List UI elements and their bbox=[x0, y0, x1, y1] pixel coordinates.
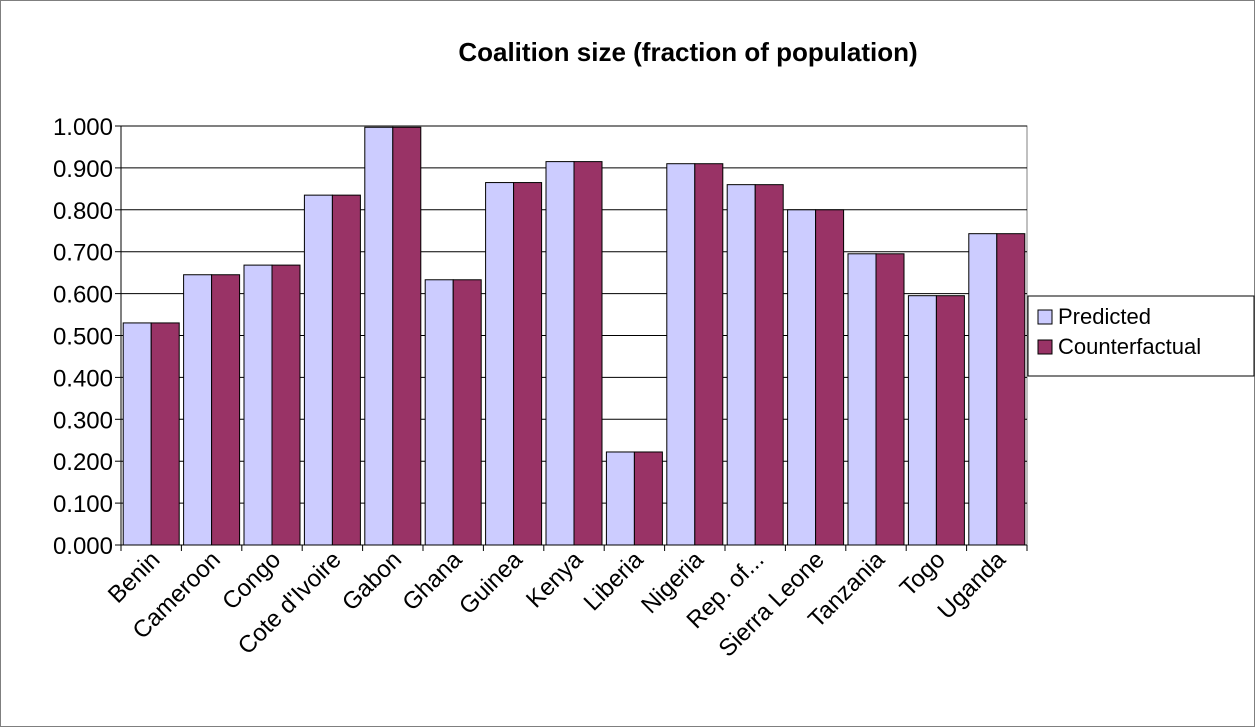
bar-counterfactual bbox=[573, 161, 603, 546]
bar-counterfactual bbox=[331, 194, 361, 546]
bar-predicted bbox=[968, 233, 998, 546]
legend-label-predicted: Predicted bbox=[1058, 304, 1151, 329]
y-tick-label: 0.100 bbox=[53, 491, 113, 518]
y-tick-label: 0.600 bbox=[53, 282, 113, 309]
legend-label-counterfactual: Counterfactual bbox=[1058, 334, 1201, 359]
bar-predicted bbox=[907, 295, 937, 546]
bar-predicted bbox=[243, 264, 273, 546]
bar-counterfactual bbox=[875, 253, 905, 546]
bar-predicted bbox=[485, 182, 515, 546]
bar-counterfactual bbox=[271, 264, 301, 546]
y-tick-label: 0.700 bbox=[53, 240, 113, 267]
bar-counterfactual bbox=[392, 126, 422, 546]
bar-counterfactual bbox=[815, 209, 845, 546]
bar-counterfactual bbox=[452, 279, 482, 546]
legend: Predicted Counterfactual bbox=[1027, 295, 1255, 377]
bar-counterfactual bbox=[513, 182, 543, 546]
bar-counterfactual bbox=[150, 322, 180, 546]
x-tick-label: Kenya bbox=[521, 546, 589, 614]
bar-counterfactual bbox=[211, 274, 241, 546]
y-tick-label: 0.000 bbox=[53, 533, 113, 560]
x-tick-label: Togo bbox=[895, 546, 951, 602]
bar-predicted bbox=[666, 163, 696, 546]
x-tick-label: Ghana bbox=[397, 546, 468, 617]
legend-swatch-counterfactual bbox=[1037, 339, 1053, 355]
chart-title: Coalition size (fraction of population) bbox=[458, 37, 917, 67]
bar-predicted bbox=[183, 274, 213, 546]
y-tick-label: 0.900 bbox=[53, 156, 113, 183]
y-tick-label: 0.800 bbox=[53, 198, 113, 225]
bar-counterfactual bbox=[754, 184, 784, 546]
y-tick-label: 0.300 bbox=[53, 407, 113, 434]
bar-predicted bbox=[364, 126, 394, 546]
bar-predicted bbox=[424, 279, 454, 546]
x-tick-label: Uganda bbox=[932, 546, 1011, 625]
y-tick-label: 0.200 bbox=[53, 449, 113, 476]
bars bbox=[122, 126, 1026, 546]
legend-swatch-predicted bbox=[1037, 309, 1053, 325]
bar-counterfactual bbox=[694, 163, 724, 546]
bar-predicted bbox=[545, 161, 575, 546]
bar-predicted bbox=[726, 184, 756, 546]
y-tick-label: 0.400 bbox=[53, 365, 113, 392]
bar-predicted bbox=[303, 194, 333, 546]
x-tick-label: Gabon bbox=[337, 546, 407, 616]
bar-predicted bbox=[122, 322, 152, 546]
y-axis: 0.000 0.100 0.200 0.300 0.400 0.500 0.600 0.700… bbox=[53, 114, 122, 560]
legend-box bbox=[1027, 295, 1255, 377]
bar-predicted bbox=[605, 451, 635, 546]
bar-predicted bbox=[847, 253, 877, 546]
x-tick-label: Guinea bbox=[454, 546, 528, 620]
bar-counterfactual bbox=[935, 295, 965, 546]
bar-counterfactual bbox=[996, 233, 1026, 546]
bar-predicted bbox=[787, 209, 817, 546]
y-tick-label: 1.000 bbox=[53, 114, 113, 141]
y-tick-label: 0.500 bbox=[53, 324, 113, 351]
bar-counterfactual bbox=[633, 451, 663, 546]
x-tick-label: Liberia bbox=[579, 546, 649, 616]
